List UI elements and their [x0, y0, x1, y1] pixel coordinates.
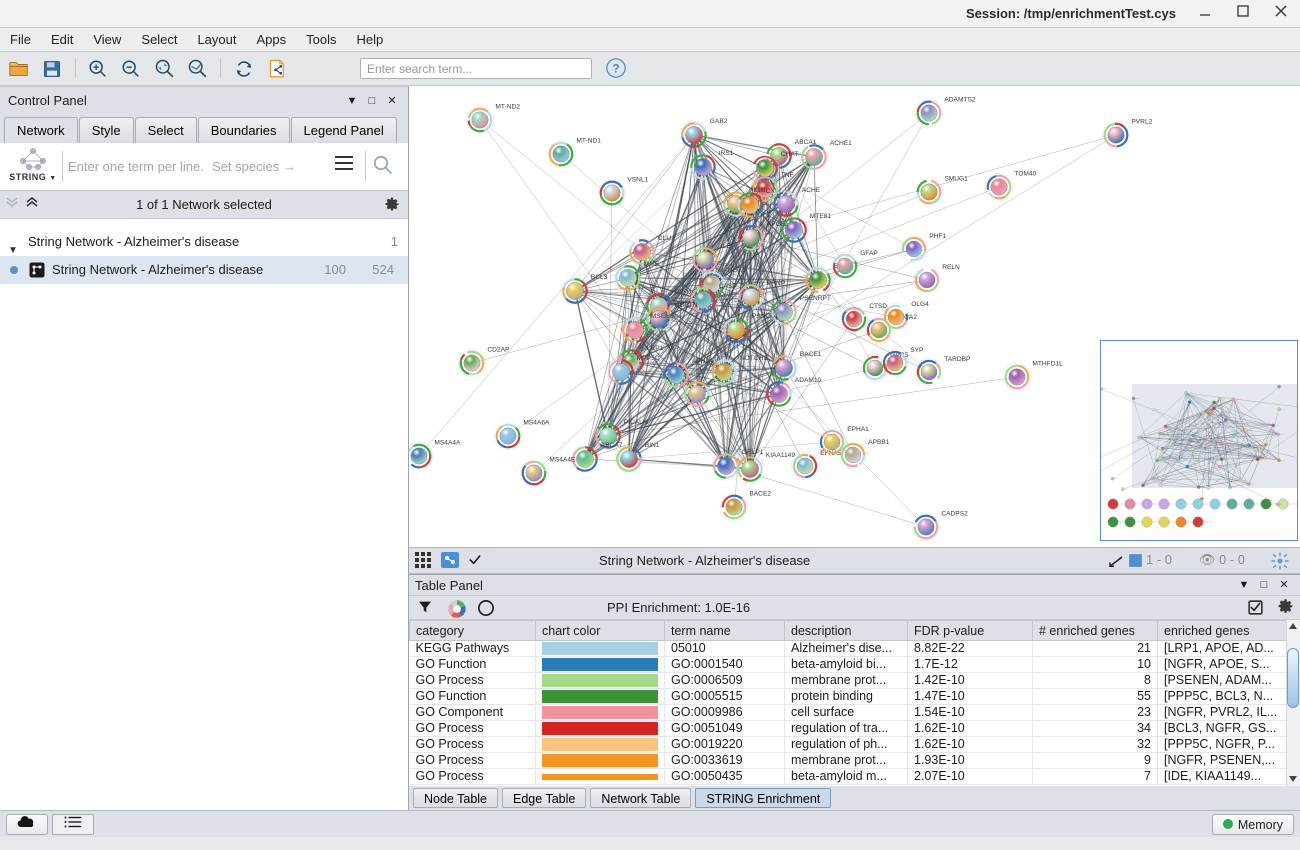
svg-text:EPHA1: EPHA1: [847, 426, 869, 433]
svg-text:TARDBP: TARDBP: [944, 356, 971, 363]
svg-text:NGT1: NGT1: [728, 267, 746, 274]
svg-text:APBB1: APBB1: [868, 439, 890, 446]
svg-text:ADAMTS2: ADAMTS2: [944, 97, 975, 104]
svg-text:PICALM: PICALM: [624, 419, 649, 426]
svg-text:KIAA1149: KIAA1149: [766, 452, 796, 459]
svg-text:CTSD: CTSD: [869, 303, 887, 310]
svg-text:MS4A4A: MS4A4A: [434, 440, 461, 447]
svg-text:CHAT: CHAT: [781, 151, 798, 158]
svg-text:ADAM10: ADAM10: [795, 377, 822, 384]
svg-text:TNF: TNF: [781, 172, 794, 179]
svg-text:GAB2: GAB2: [710, 118, 728, 125]
svg-text:IRS1: IRS1: [719, 150, 734, 157]
svg-text:NOTCH1: NOTCH1: [740, 355, 767, 362]
svg-text:PHF1: PHF1: [929, 233, 946, 240]
svg-text:CX: CX: [766, 188, 776, 195]
svg-text:RELN: RELN: [942, 264, 960, 271]
svg-text:GRLP1: GRLP1: [742, 449, 764, 456]
svg-text:MSEN6: MSEN6: [651, 313, 674, 320]
svg-text:PVRL2: PVRL2: [1131, 119, 1152, 126]
svg-text:BACE2: BACE2: [749, 491, 771, 498]
svg-text:MPP5C: MPP5C: [637, 355, 660, 362]
svg-text:ILE: ILE: [721, 243, 731, 250]
svg-text:BCL3: BCL3: [591, 274, 608, 281]
svg-text:MTE81: MTE81: [810, 213, 832, 220]
svg-text:PRNP: PRNP: [767, 280, 786, 287]
svg-text:ABCA7: ABCA7: [601, 442, 623, 449]
svg-text:SYP: SYP: [910, 347, 924, 354]
svg-text:CADPS2: CADPS2: [941, 511, 968, 518]
svg-text:NCSTN: NCSTN: [675, 302, 698, 309]
svg-text:MT-ND2: MT-ND2: [495, 104, 520, 111]
svg-text:LRP1: LRP1: [647, 345, 664, 352]
svg-text:CASP: CASP: [719, 283, 738, 290]
svg-text:PSNCL4: PSNCL4: [752, 313, 778, 320]
svg-text:APOE: APOE: [767, 221, 786, 228]
svg-text:PSENRPT: PSENRPT: [800, 295, 831, 302]
svg-text:TOM40: TOM40: [1014, 171, 1036, 178]
svg-text:ACHE1: ACHE1: [830, 140, 852, 147]
svg-text:OLG4: OLG4: [911, 301, 929, 308]
svg-text:GFAP: GFAP: [860, 250, 878, 257]
svg-text:MT-ND1: MT-ND1: [576, 138, 601, 145]
svg-text:?: ?: [612, 62, 619, 76]
svg-text:MS4A6A: MS4A6A: [523, 420, 550, 427]
svg-text:ACHE: ACHE: [802, 187, 821, 194]
svg-text:VSNL1: VSNL1: [627, 177, 648, 184]
svg-text:MME: MME: [644, 261, 660, 268]
svg-text:CLU: CLU: [658, 235, 671, 242]
svg-text:BACE1: BACE1: [800, 351, 822, 358]
svg-text:APH1A: APH1A: [692, 358, 714, 365]
svg-text:MS4A4E: MS4A4E: [549, 457, 576, 464]
svg-text:MTHFD1L: MTHFD1L: [1032, 361, 1063, 368]
svg-text:SMUG1: SMUG1: [944, 176, 968, 183]
svg-text:BIN1: BIN1: [645, 442, 660, 449]
svg-text:CD2AP: CD2AP: [487, 347, 510, 354]
